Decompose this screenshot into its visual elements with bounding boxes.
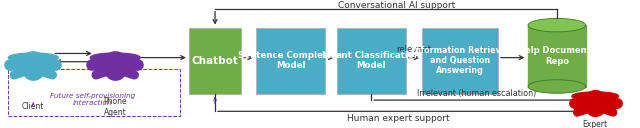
Circle shape xyxy=(572,92,618,100)
FancyBboxPatch shape xyxy=(422,28,498,94)
Bar xyxy=(528,25,586,87)
Text: Human expert support: Human expert support xyxy=(348,114,450,123)
Bar xyxy=(8,69,180,116)
Text: Phone
Agent: Phone Agent xyxy=(104,97,127,116)
FancyBboxPatch shape xyxy=(337,28,406,94)
Text: relevant: relevant xyxy=(397,45,431,54)
Text: Chatbot: Chatbot xyxy=(191,56,239,66)
Circle shape xyxy=(8,53,58,62)
Text: Sentence Completion
Model: Sentence Completion Model xyxy=(239,51,342,70)
FancyBboxPatch shape xyxy=(189,28,241,94)
Text: Intent Classification
Model: Intent Classification Model xyxy=(322,51,420,70)
Text: Irrelevant (human escalation): Irrelevant (human escalation) xyxy=(417,89,536,98)
Text: Help Documents
Repo: Help Documents Repo xyxy=(518,46,596,66)
Ellipse shape xyxy=(528,18,586,32)
Ellipse shape xyxy=(528,80,586,93)
Text: Future self-provisioning
interaction: Future self-provisioning interaction xyxy=(50,93,136,106)
FancyBboxPatch shape xyxy=(256,28,325,94)
Text: Expert: Expert xyxy=(582,120,608,128)
Text: Information Retrieval
and Question
Answering: Information Retrieval and Question Answe… xyxy=(412,46,509,75)
Text: Client: Client xyxy=(22,102,44,111)
Circle shape xyxy=(90,53,140,62)
Text: Conversational AI support: Conversational AI support xyxy=(338,1,456,10)
